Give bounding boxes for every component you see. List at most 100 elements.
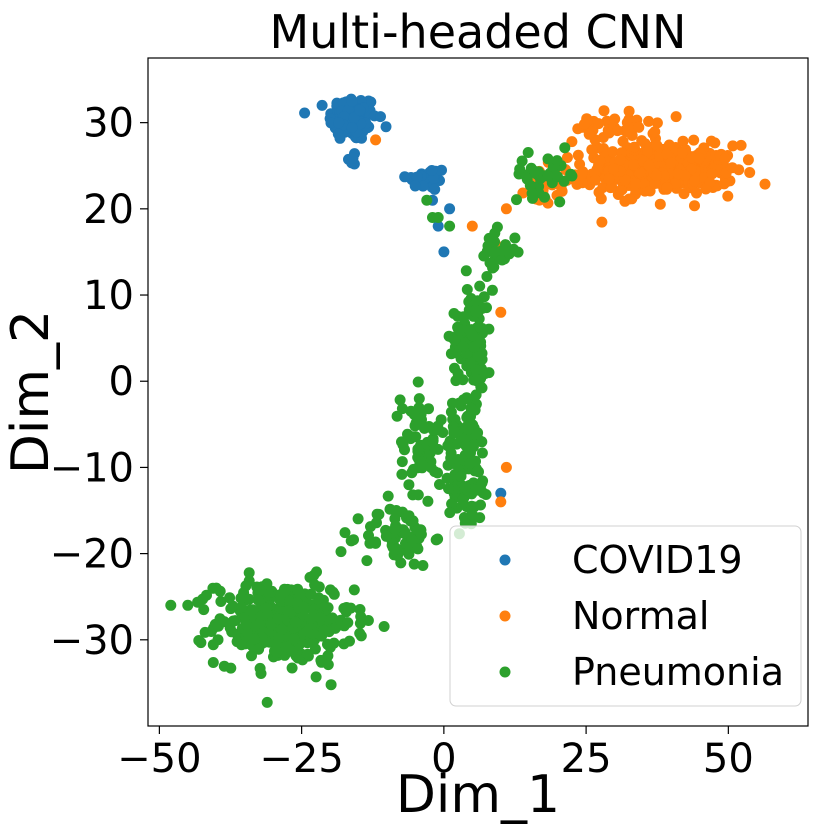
point-normal [759, 178, 771, 190]
point-pneumonia [466, 500, 478, 512]
point-pneumonia [240, 580, 252, 592]
point-pneumonia [282, 605, 294, 617]
point-pneumonia [253, 643, 265, 655]
point-normal [607, 146, 619, 158]
point-normal [689, 175, 700, 187]
point-pneumonia [261, 696, 273, 708]
point-pneumonia [273, 632, 285, 644]
point-normal [670, 111, 682, 123]
point-pneumonia [542, 170, 554, 182]
series-normal [370, 105, 771, 508]
point-normal [589, 174, 601, 186]
point-covid19 [375, 111, 386, 123]
point-covid19 [346, 95, 358, 107]
point-pneumonia [207, 639, 219, 651]
point-pneumonia [529, 165, 540, 177]
point-normal [495, 306, 507, 318]
point-normal [744, 167, 756, 178]
point-covid19 [438, 246, 450, 258]
point-normal [735, 139, 747, 151]
legend-label-normal: Normal [572, 594, 710, 638]
point-pneumonia [345, 535, 357, 547]
point-pneumonia [305, 613, 317, 625]
point-pneumonia [235, 592, 247, 604]
point-pneumonia [355, 630, 367, 642]
point-covid19 [325, 117, 337, 129]
point-pneumonia [432, 533, 444, 545]
y-tick-label: 20 [83, 187, 134, 233]
point-pneumonia [371, 508, 383, 520]
point-pneumonia [476, 447, 488, 459]
point-pneumonia [236, 601, 247, 613]
y-tick-label: −30 [50, 618, 134, 664]
point-normal [688, 134, 700, 146]
point-pneumonia [551, 155, 563, 167]
point-pneumonia [554, 196, 566, 208]
point-normal [586, 144, 598, 156]
point-pneumonia [402, 428, 413, 440]
point-pneumonia [407, 489, 419, 501]
legend-marker-covid19 [499, 554, 511, 566]
point-normal [677, 135, 689, 147]
point-normal [576, 167, 588, 179]
point-pneumonia [466, 488, 478, 500]
legend: COVID19 Normal Pneumonia [449, 525, 802, 707]
point-normal [719, 153, 731, 164]
point-covid19 [316, 99, 328, 111]
point-pneumonia [423, 421, 435, 432]
point-pneumonia [496, 254, 508, 266]
point-pneumonia [461, 284, 473, 295]
point-pneumonia [371, 517, 382, 529]
point-pneumonia [444, 507, 456, 519]
point-normal [598, 105, 610, 117]
point-pneumonia [335, 546, 347, 558]
point-normal [571, 178, 583, 190]
point-pneumonia [445, 348, 457, 360]
point-pneumonia [390, 505, 402, 516]
y-tick-label: 30 [83, 101, 134, 147]
point-pneumonia [311, 566, 322, 578]
point-pneumonia [522, 147, 534, 158]
point-pneumonia [218, 616, 230, 628]
point-normal [689, 200, 700, 212]
point-pneumonia [511, 194, 522, 206]
point-pneumonia [243, 593, 255, 605]
point-pneumonia [380, 530, 392, 542]
point-normal [658, 170, 670, 182]
point-pneumonia [399, 527, 411, 538]
point-pneumonia [271, 646, 282, 658]
point-normal [651, 139, 663, 151]
point-pneumonia [457, 494, 469, 506]
x-tick-label: 0 [431, 736, 456, 782]
point-pneumonia [412, 543, 424, 555]
point-normal [649, 178, 661, 189]
legend-marker-pneumonia [499, 666, 511, 678]
point-pneumonia [403, 479, 415, 491]
point-covid19 [399, 171, 411, 183]
point-pneumonia [298, 602, 310, 614]
point-pneumonia [361, 555, 373, 567]
point-covid19 [354, 104, 366, 116]
y-tick-label: −20 [50, 532, 134, 578]
point-pneumonia [323, 626, 335, 638]
point-covid19 [417, 180, 429, 192]
point-pneumonia [279, 586, 291, 598]
point-normal [676, 147, 688, 159]
point-pneumonia [442, 440, 454, 452]
point-pneumonia [462, 423, 474, 435]
point-pneumonia [412, 443, 424, 455]
point-pneumonia [396, 468, 408, 480]
point-pneumonia [449, 334, 461, 346]
point-normal [630, 178, 642, 190]
point-normal [617, 135, 629, 147]
chart-title: Multi-headed CNN [270, 5, 687, 59]
point-normal [572, 149, 584, 161]
point-pneumonia [432, 424, 444, 436]
point-normal [500, 461, 512, 473]
point-pneumonia [460, 265, 472, 277]
point-pneumonia [455, 470, 467, 482]
point-covid19 [444, 203, 456, 215]
point-covid19 [333, 117, 345, 129]
legend-marker-normal [499, 610, 511, 622]
point-pneumonia [394, 394, 406, 406]
